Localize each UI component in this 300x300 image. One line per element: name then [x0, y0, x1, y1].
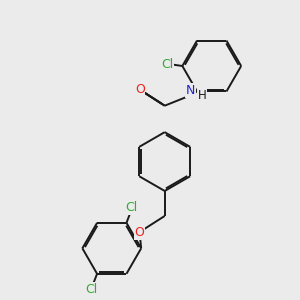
Text: Cl: Cl — [86, 283, 98, 296]
Text: N: N — [186, 84, 195, 97]
Text: H: H — [198, 89, 206, 102]
Text: Cl: Cl — [161, 58, 173, 71]
Text: O: O — [135, 83, 145, 96]
Text: O: O — [134, 226, 144, 239]
Text: Cl: Cl — [126, 201, 138, 214]
